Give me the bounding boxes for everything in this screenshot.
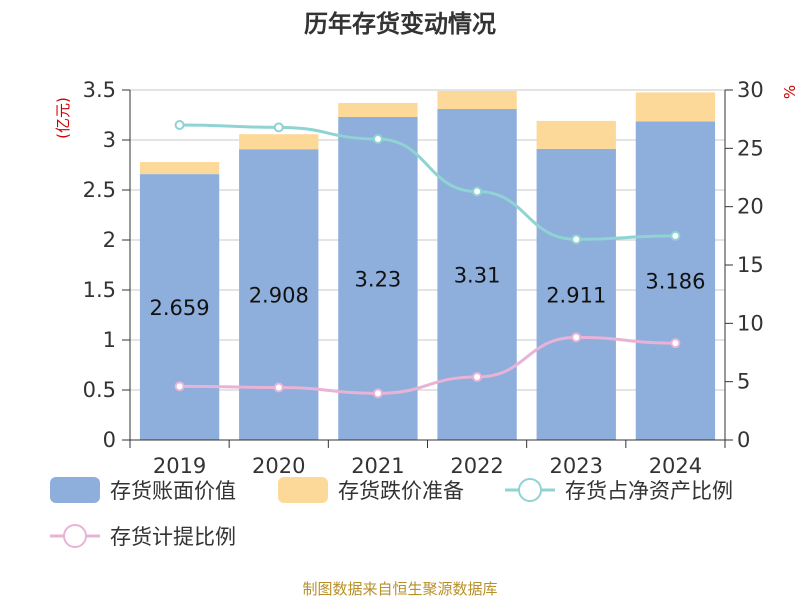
bar-segment [239,134,319,150]
bar-data-label: 3.186 [645,270,705,294]
y-left-tick-label: 0 [103,428,116,452]
legend-swatch-marker [63,524,87,548]
bar-segment [536,148,616,440]
y-right-tick-label: 25 [737,136,764,160]
bar-segment [139,174,220,440]
axes-group: 0 0.5 1 1.5 2 2.5 3 3.5 0 5 10 15 20 25 30 2019 2020 2021… [83,78,764,478]
bar-data-label: 2.908 [249,284,309,308]
y-right-tick-label: 0 [737,428,750,452]
line-point [372,134,383,144]
x-tick-label: 2021 [351,454,404,478]
line-point [472,372,483,382]
line-point [670,338,681,349]
legend-label: 存货占净资产比例 [565,479,733,503]
x-tick-label: 2024 [649,454,702,478]
line-point [670,230,681,241]
right-axis-unit: % [781,85,799,99]
bar-segment [536,120,616,149]
x-tick-label: 2020 [252,454,305,478]
bar-segment [437,91,517,109]
line-point [472,186,483,197]
bar-segment [139,162,220,175]
data-labels-group: 2.659 2.908 3.23 3.31 2.911 3.186 [150,264,706,321]
line-point [273,382,284,393]
legend-swatch [278,477,328,503]
y-left-tick-label: 3.5 [83,78,116,102]
x-tick-label: 2022 [450,454,503,478]
line-point [273,122,284,133]
bar-data-label: 2.659 [150,296,210,320]
line-point [372,388,383,399]
legend-label: 存货跌价准备 [338,479,464,503]
line-point [174,120,185,130]
y-left-tick-label: 0.5 [83,378,116,402]
bar-data-label: 3.31 [454,264,501,288]
x-tick-label: 2023 [550,454,603,478]
bar-data-label: 2.911 [546,283,606,307]
y-left-tick-label: 3 [103,128,116,152]
bar-segment [338,103,418,117]
line-point [174,381,185,392]
line-point [571,234,582,245]
legend-swatch-marker [518,478,542,502]
bar-segment [635,92,716,122]
y-left-tick-label: 2.5 [83,178,116,202]
series-line [179,335,676,395]
chart-title: 历年存货变动情况 [304,10,496,38]
y-right-tick-label: 30 [737,78,764,102]
lines-group [174,120,681,399]
y-right-tick-label: 5 [737,370,750,394]
y-right-tick-label: 20 [737,195,764,219]
legend-label: 存货计提比例 [110,525,236,549]
y-left-tick-label: 1.5 [83,278,116,302]
gridlines [130,89,725,391]
y-right-tick-label: 15 [737,253,764,277]
left-axis-unit: (亿元) [54,97,72,139]
bar-segment [635,121,716,441]
bars-group [139,91,716,441]
bar-segment [437,109,517,440]
source-note: 制图数据来自恒生聚源数据库 [302,580,497,598]
bar-segment [338,117,418,440]
legend-label: 存货账面价值 [110,479,236,503]
bar-data-label: 3.23 [355,268,402,292]
y-left-tick-label: 1 [103,328,116,352]
y-right-tick-label: 10 [737,311,764,335]
y-left-tick-label: 2 [103,228,116,252]
line-point [571,332,582,343]
legend-swatch [50,477,100,503]
series-line [179,123,676,241]
x-tick-label: 2019 [153,454,206,478]
